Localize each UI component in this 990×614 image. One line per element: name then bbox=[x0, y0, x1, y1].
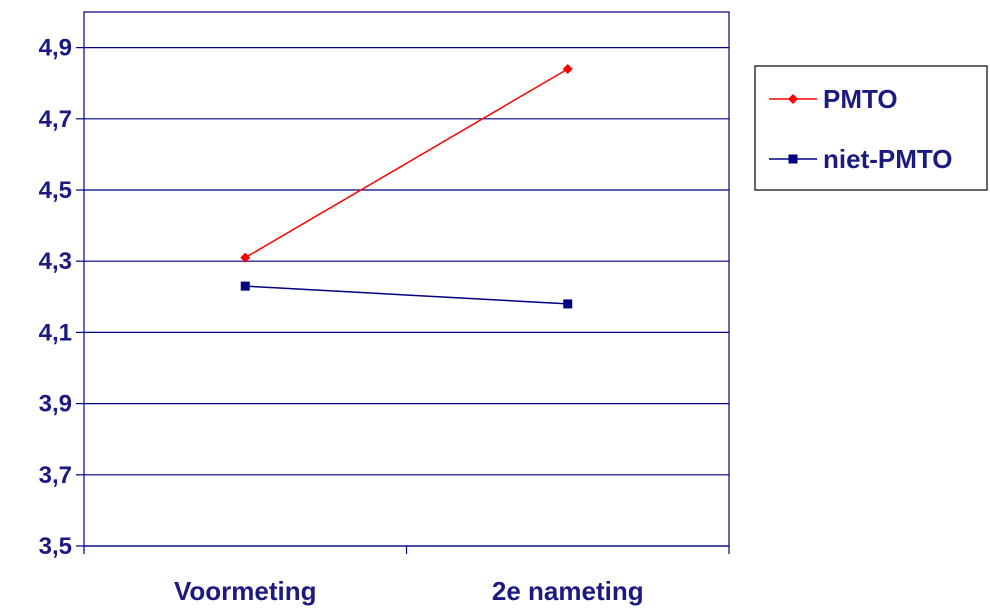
series-line bbox=[244, 68, 569, 259]
legend-entry: niet-PMTO bbox=[769, 144, 953, 174]
plot-frame bbox=[83, 11, 730, 547]
series-pmto bbox=[240, 63, 573, 263]
data-point-square bbox=[240, 281, 250, 291]
y-tick-label: 4,5 bbox=[39, 177, 72, 204]
data-point-diamond bbox=[240, 252, 251, 263]
y-tick-label: 4,1 bbox=[39, 319, 72, 346]
x-axis: Voormeting 2e nameting bbox=[83, 546, 730, 606]
legend: PMTO niet-PMTO bbox=[754, 65, 988, 191]
data-point-diamond bbox=[788, 94, 798, 104]
x-category-label: 2e nameting bbox=[492, 576, 644, 606]
legend-label: PMTO bbox=[823, 84, 898, 114]
gridlines bbox=[83, 11, 730, 547]
legend-box bbox=[754, 65, 988, 191]
y-tick-label: 4,7 bbox=[39, 106, 72, 133]
data-point-square bbox=[788, 154, 798, 164]
legend-entry: PMTO bbox=[769, 84, 898, 114]
y-tick-label: 3,5 bbox=[39, 533, 72, 560]
data-point-diamond bbox=[562, 63, 573, 74]
data-point-square bbox=[563, 299, 573, 309]
y-tick-label: 3,7 bbox=[39, 462, 72, 489]
y-tick-label: 4,3 bbox=[39, 248, 72, 275]
legend-label: niet-PMTO bbox=[823, 144, 953, 174]
series-niet-pmto bbox=[240, 281, 573, 309]
series-layer bbox=[240, 63, 573, 309]
series-line bbox=[245, 285, 568, 305]
y-axis-ticks: 4,9 4,7 4,5 4,3 4,1 3,9 3,7 3,5 bbox=[39, 35, 84, 560]
y-tick-label: 3,9 bbox=[39, 391, 72, 418]
x-category-label: Voormeting bbox=[174, 576, 317, 606]
y-tick-label: 4,9 bbox=[39, 35, 72, 62]
